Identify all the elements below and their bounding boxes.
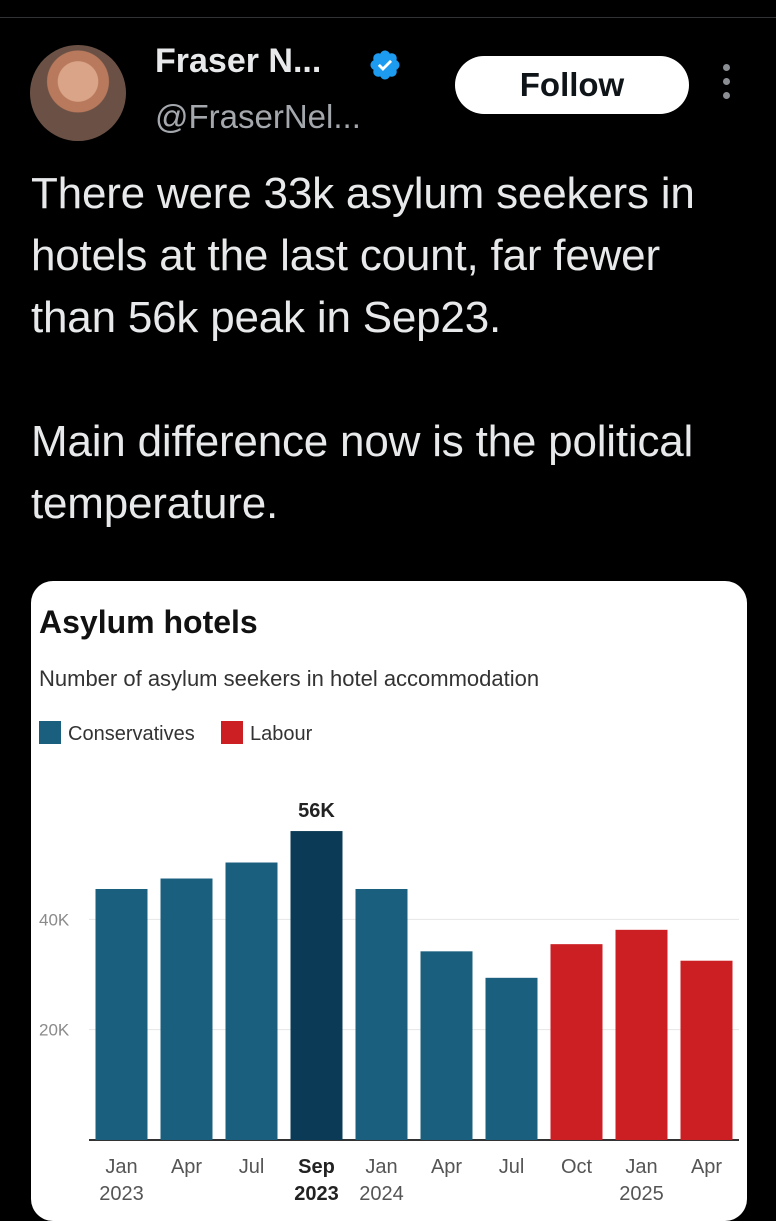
- bar-conservatives: [420, 951, 473, 1140]
- x-tick-label: Jan: [625, 1156, 657, 1178]
- bar-chart: Asylum hotels Number of asylum seekers i…: [39, 604, 739, 1205]
- x-tick-label: Jan: [365, 1156, 397, 1178]
- tweet-paragraph: There were 33k asylum seekers in hotels …: [31, 169, 695, 342]
- bar-conservatives: [485, 977, 538, 1140]
- follow-button[interactable]: Follow: [455, 56, 689, 114]
- chart-image[interactable]: Asylum hotels Number of asylum seekers i…: [31, 581, 747, 1221]
- x-tick-year-label: 2023: [99, 1183, 144, 1205]
- chart-subtitle: Number of asylum seekers in hotel accomm…: [39, 666, 539, 691]
- x-tick-label: Apr: [691, 1156, 722, 1178]
- top-divider: [0, 17, 776, 18]
- x-tick-label: Sep: [298, 1156, 335, 1178]
- bar-labour: [680, 960, 733, 1140]
- legend-swatch-labour: [221, 721, 243, 744]
- legend-label-conservatives: Conservatives: [68, 723, 195, 745]
- x-tick-label: Oct: [561, 1156, 593, 1178]
- x-tick-year-label: 2024: [359, 1183, 404, 1205]
- bar-conservatives: [95, 888, 148, 1140]
- x-tick-label: Apr: [171, 1156, 202, 1178]
- chart-title: Asylum hotels: [39, 604, 258, 640]
- legend-label-labour: Labour: [250, 723, 313, 745]
- peak-data-label: 56K: [298, 800, 335, 822]
- tweet-text: There were 33k asylum seekers in hotels …: [31, 163, 751, 535]
- author-avatar[interactable]: [30, 45, 126, 141]
- legend-swatch-conservatives: [39, 721, 61, 744]
- bar-labour: [550, 944, 603, 1140]
- verified-badge-icon: [370, 50, 400, 80]
- x-tick-label: Jan: [105, 1156, 137, 1178]
- author-name[interactable]: Fraser N...: [155, 42, 322, 80]
- bar-conservatives: [160, 878, 213, 1140]
- x-tick-label: Jul: [499, 1156, 525, 1178]
- more-options-icon[interactable]: [716, 64, 736, 108]
- x-tick-label: Jul: [239, 1156, 265, 1178]
- x-tick-year-label: 2025: [619, 1183, 664, 1205]
- x-tick-label: Apr: [431, 1156, 462, 1178]
- y-tick-label: 20K: [39, 1021, 70, 1040]
- y-tick-label: 40K: [39, 910, 70, 929]
- bar-conservatives: [355, 888, 408, 1140]
- bar-labour: [615, 929, 668, 1140]
- bar-conservatives: [290, 831, 343, 1140]
- bar-conservatives: [225, 862, 278, 1140]
- tweet-paragraph: Main difference now is the political tem…: [31, 417, 694, 528]
- x-tick-year-label: 2023: [294, 1183, 339, 1205]
- author-handle[interactable]: @FraserNel...: [155, 98, 361, 135]
